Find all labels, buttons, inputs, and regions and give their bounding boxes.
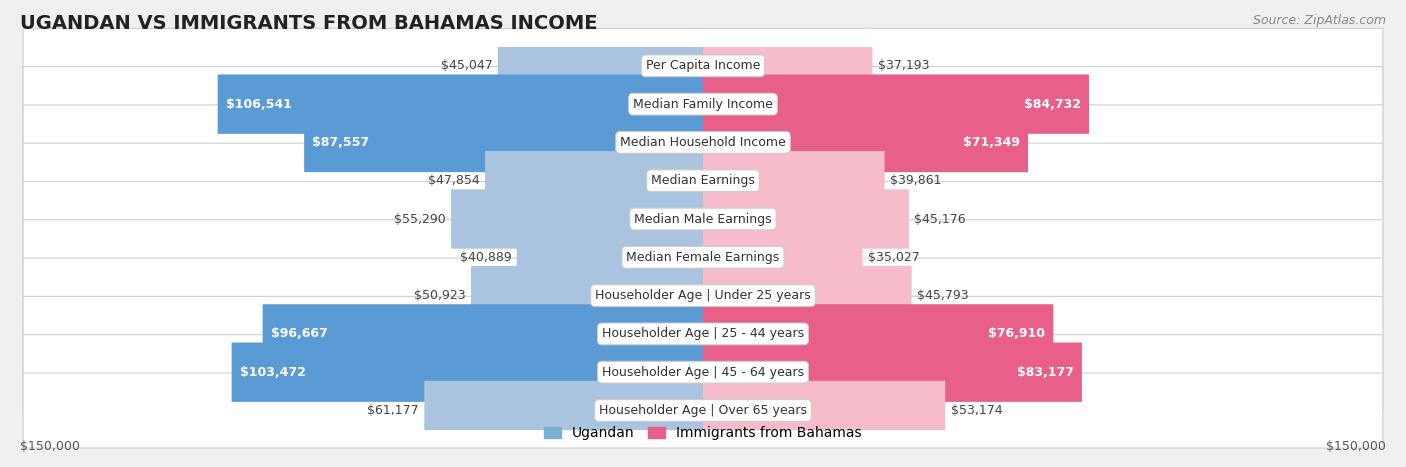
Text: Median Household Income: Median Household Income bbox=[620, 136, 786, 149]
Text: $76,910: $76,910 bbox=[988, 327, 1045, 340]
Text: UGANDAN VS IMMIGRANTS FROM BAHAMAS INCOME: UGANDAN VS IMMIGRANTS FROM BAHAMAS INCOM… bbox=[20, 14, 598, 33]
Text: $45,793: $45,793 bbox=[917, 289, 969, 302]
Text: $150,000: $150,000 bbox=[1326, 440, 1386, 453]
FancyBboxPatch shape bbox=[22, 67, 1384, 142]
Text: $106,541: $106,541 bbox=[226, 98, 291, 111]
Text: $55,290: $55,290 bbox=[394, 212, 446, 226]
FancyBboxPatch shape bbox=[703, 151, 884, 211]
FancyBboxPatch shape bbox=[22, 335, 1384, 410]
FancyBboxPatch shape bbox=[22, 143, 1384, 218]
FancyBboxPatch shape bbox=[22, 220, 1384, 295]
FancyBboxPatch shape bbox=[263, 304, 703, 364]
FancyBboxPatch shape bbox=[451, 189, 703, 249]
FancyBboxPatch shape bbox=[517, 227, 703, 287]
Text: $87,557: $87,557 bbox=[312, 136, 370, 149]
FancyBboxPatch shape bbox=[703, 266, 911, 325]
FancyBboxPatch shape bbox=[218, 74, 703, 134]
Text: Median Earnings: Median Earnings bbox=[651, 174, 755, 187]
Text: $96,667: $96,667 bbox=[271, 327, 328, 340]
FancyBboxPatch shape bbox=[703, 381, 945, 440]
FancyBboxPatch shape bbox=[703, 304, 1053, 364]
FancyBboxPatch shape bbox=[22, 297, 1384, 371]
Text: $61,177: $61,177 bbox=[367, 404, 419, 417]
Text: Median Female Earnings: Median Female Earnings bbox=[627, 251, 779, 264]
Text: $45,047: $45,047 bbox=[440, 59, 492, 72]
Text: $103,472: $103,472 bbox=[240, 366, 305, 379]
FancyBboxPatch shape bbox=[703, 342, 1081, 402]
Text: Householder Age | Over 65 years: Householder Age | Over 65 years bbox=[599, 404, 807, 417]
FancyBboxPatch shape bbox=[22, 258, 1384, 333]
FancyBboxPatch shape bbox=[703, 113, 1028, 172]
Text: Householder Age | 25 - 44 years: Householder Age | 25 - 44 years bbox=[602, 327, 804, 340]
Text: $39,861: $39,861 bbox=[890, 174, 942, 187]
FancyBboxPatch shape bbox=[498, 36, 703, 96]
Text: $150,000: $150,000 bbox=[20, 440, 80, 453]
FancyBboxPatch shape bbox=[22, 28, 1384, 103]
Text: $71,349: $71,349 bbox=[963, 136, 1019, 149]
FancyBboxPatch shape bbox=[22, 105, 1384, 180]
Text: $40,889: $40,889 bbox=[460, 251, 512, 264]
FancyBboxPatch shape bbox=[703, 36, 873, 96]
FancyBboxPatch shape bbox=[471, 266, 703, 325]
Text: $45,176: $45,176 bbox=[914, 212, 966, 226]
Legend: Ugandan, Immigrants from Bahamas: Ugandan, Immigrants from Bahamas bbox=[538, 421, 868, 446]
FancyBboxPatch shape bbox=[703, 189, 908, 249]
Text: $47,854: $47,854 bbox=[427, 174, 479, 187]
Text: Median Family Income: Median Family Income bbox=[633, 98, 773, 111]
FancyBboxPatch shape bbox=[232, 342, 703, 402]
Text: $50,923: $50,923 bbox=[413, 289, 465, 302]
Text: $37,193: $37,193 bbox=[877, 59, 929, 72]
FancyBboxPatch shape bbox=[22, 373, 1384, 448]
FancyBboxPatch shape bbox=[703, 74, 1090, 134]
Text: Householder Age | Under 25 years: Householder Age | Under 25 years bbox=[595, 289, 811, 302]
Text: Householder Age | 45 - 64 years: Householder Age | 45 - 64 years bbox=[602, 366, 804, 379]
Text: $84,732: $84,732 bbox=[1024, 98, 1081, 111]
FancyBboxPatch shape bbox=[485, 151, 703, 211]
FancyBboxPatch shape bbox=[703, 227, 862, 287]
Text: Per Capita Income: Per Capita Income bbox=[645, 59, 761, 72]
Text: Source: ZipAtlas.com: Source: ZipAtlas.com bbox=[1253, 14, 1386, 27]
Text: $53,174: $53,174 bbox=[950, 404, 1002, 417]
FancyBboxPatch shape bbox=[304, 113, 703, 172]
Text: $83,177: $83,177 bbox=[1017, 366, 1074, 379]
Text: Median Male Earnings: Median Male Earnings bbox=[634, 212, 772, 226]
Text: $35,027: $35,027 bbox=[868, 251, 920, 264]
FancyBboxPatch shape bbox=[425, 381, 703, 440]
FancyBboxPatch shape bbox=[22, 182, 1384, 256]
